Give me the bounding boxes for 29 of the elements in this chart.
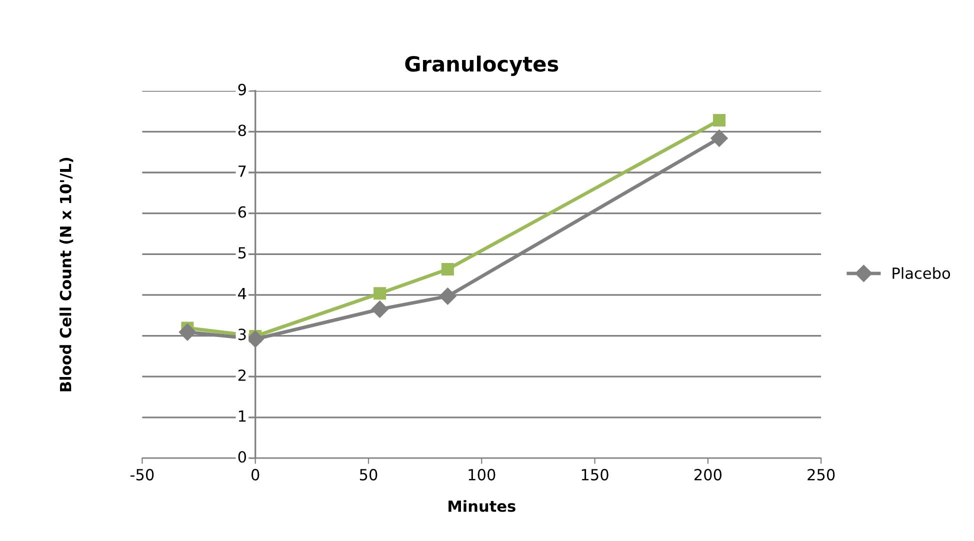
point [371,300,388,318]
y-tick-label: 5 [238,247,246,259]
x-tick-label: 200 [694,468,722,480]
y-tick-label: 2 [238,369,246,381]
x-tick-label: 100 [468,468,496,480]
point [439,288,456,305]
legend-label: Placebo [892,267,950,279]
chart-title: Granulocytes [405,56,558,76]
x-axis-title: Minutes [448,500,516,512]
y-tick-label: 7 [238,166,246,177]
x-tick-label: 150 [582,468,608,480]
x-tick-label: 50 [360,468,378,480]
x-tick-label: 0 [251,468,260,480]
point [441,263,454,276]
y-tick-label: 0 [238,451,246,463]
y-tick-label: 4 [238,288,246,300]
y-tick-label: 6 [238,206,246,218]
point [246,330,264,348]
y-tick-label: 8 [238,124,246,136]
y-tick-label: 9 [238,84,246,96]
point [710,130,728,147]
x-tick-label: 250 [808,468,835,480]
y-tick-label: 1 [238,410,246,422]
point [713,114,726,127]
y-tick-label: 3 [238,328,246,340]
x-tick-label: -50 [130,468,154,480]
y-axis-title: Blood Cell Count (N x 10'/L) [60,158,74,392]
point [178,324,196,341]
point [374,287,386,300]
